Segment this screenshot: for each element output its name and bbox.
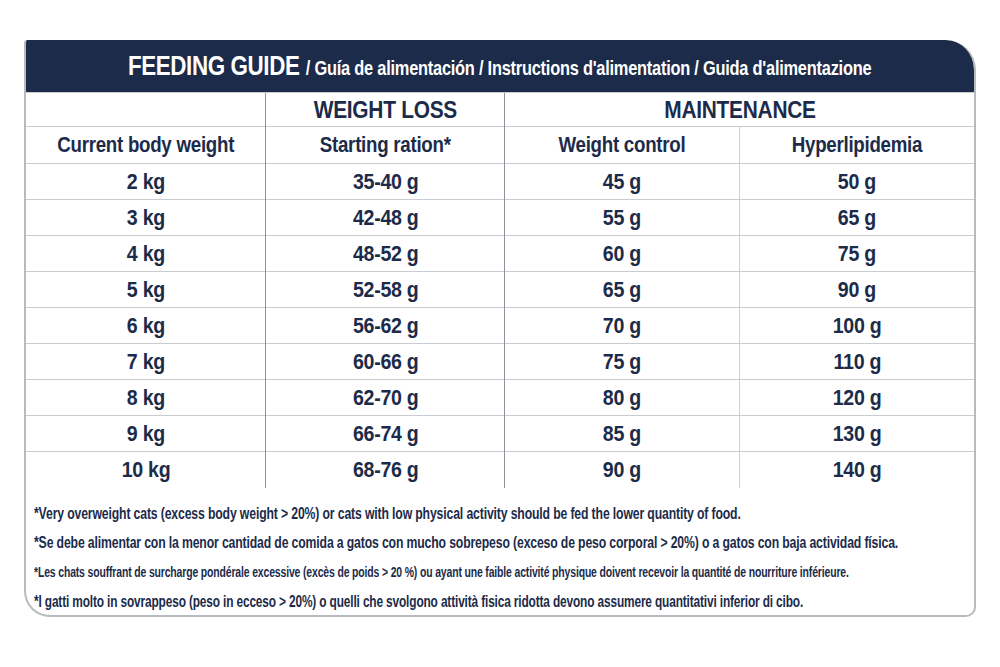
cell-starting-ration: 52-58 g <box>266 272 505 308</box>
cell-body-weight: 5 kg <box>26 272 266 308</box>
column-header-row: Current body weight Starting ration* Wei… <box>26 127 974 164</box>
group-header-weight-loss: WEIGHT LOSS <box>266 93 505 127</box>
group-header-weight-loss-label: WEIGHT LOSS <box>314 96 457 124</box>
group-header-row: WEIGHT LOSS MAINTENANCE <box>26 93 974 127</box>
cell-body-weight: 8 kg <box>26 380 266 416</box>
table-row: 8 kg 62-70 g 80 g 120 g <box>26 380 974 416</box>
cell-starting-ration: 56-62 g <box>266 308 505 344</box>
cell-body-weight: 2 kg <box>26 164 266 200</box>
cell-starting-ration: 66-74 g <box>266 416 505 452</box>
cell-hyperlipidemia: 50 g <box>740 164 974 200</box>
table-row: 3 kg 42-48 g 55 g 65 g <box>26 200 974 236</box>
cell-hyperlipidemia: 110 g <box>740 344 974 380</box>
cell-starting-ration: 60-66 g <box>266 344 505 380</box>
feeding-guide-banner: FEEDING GUIDE / Guía de alimentación / I… <box>26 40 974 92</box>
table-row: 5 kg 52-58 g 65 g 90 g <box>26 272 974 308</box>
column-header-current-body-weight: Current body weight <box>26 127 266 164</box>
table-row: 6 kg 56-62 g 70 g 100 g <box>26 308 974 344</box>
cell-hyperlipidemia: 65 g <box>740 200 974 236</box>
cell-starting-ration: 62-70 g <box>266 380 505 416</box>
cell-weight-control: 65 g <box>505 272 740 308</box>
banner-text-group: FEEDING GUIDE / Guía de alimentación / I… <box>128 50 871 82</box>
footnotes: *Very overweight cats (excess body weigh… <box>26 488 974 617</box>
cell-weight-control: 55 g <box>505 200 740 236</box>
banner-title: FEEDING GUIDE <box>128 50 300 82</box>
footnote-line-es: *Se debe alimentar con la menor cantidad… <box>34 528 968 558</box>
cell-weight-control: 90 g <box>505 452 740 488</box>
cell-hyperlipidemia: 90 g <box>740 272 974 308</box>
cell-body-weight: 10 kg <box>26 452 266 488</box>
cell-hyperlipidemia: 100 g <box>740 308 974 344</box>
cell-hyperlipidemia: 120 g <box>740 380 974 416</box>
column-header-weight-control: Weight control <box>505 127 740 164</box>
cell-body-weight: 7 kg <box>26 344 266 380</box>
cell-weight-control: 70 g <box>505 308 740 344</box>
cell-hyperlipidemia: 130 g <box>740 416 974 452</box>
banner-subtitle: / Guía de alimentación / Instructions d'… <box>306 56 871 80</box>
table-row: 10 kg 68-76 g 90 g 140 g <box>26 452 974 488</box>
cell-weight-control: 85 g <box>505 416 740 452</box>
footnote-line-en: *Very overweight cats (excess body weigh… <box>34 499 968 529</box>
footnote-line-it: *I gatti molto in sovrappeso (peso in ec… <box>34 587 968 617</box>
cell-weight-control: 60 g <box>505 236 740 272</box>
feeding-table-body: 2 kg 35-40 g 45 g 50 g 3 kg 42-48 g 55 g… <box>26 164 974 488</box>
cell-body-weight: 4 kg <box>26 236 266 272</box>
cell-hyperlipidemia: 140 g <box>740 452 974 488</box>
table-row: 2 kg 35-40 g 45 g 50 g <box>26 164 974 200</box>
cell-starting-ration: 48-52 g <box>266 236 505 272</box>
feeding-guide-card: FEEDING GUIDE / Guía de alimentación / I… <box>24 40 976 617</box>
table-row: 4 kg 48-52 g 60 g 75 g <box>26 236 974 272</box>
table-row: 7 kg 60-66 g 75 g 110 g <box>26 344 974 380</box>
cell-starting-ration: 35-40 g <box>266 164 505 200</box>
cell-hyperlipidemia: 75 g <box>740 236 974 272</box>
footnote-line-fr: *Les chats souffrant de surcharge pondér… <box>34 558 968 588</box>
cell-weight-control: 45 g <box>505 164 740 200</box>
page: FEEDING GUIDE / Guía de alimentación / I… <box>0 0 1000 667</box>
group-header-empty <box>26 93 266 127</box>
column-header-starting-ration: Starting ration* <box>266 127 505 164</box>
table-row: 9 kg 66-74 g 85 g 130 g <box>26 416 974 452</box>
cell-body-weight: 3 kg <box>26 200 266 236</box>
feeding-table: WEIGHT LOSS MAINTENANCE Current body wei… <box>26 92 974 488</box>
cell-body-weight: 6 kg <box>26 308 266 344</box>
group-header-maintenance-label: MAINTENANCE <box>664 96 815 124</box>
cell-starting-ration: 42-48 g <box>266 200 505 236</box>
cell-starting-ration: 68-76 g <box>266 452 505 488</box>
column-header-hyperlipidemia: Hyperlipidemia <box>740 127 974 164</box>
group-header-maintenance: MAINTENANCE <box>505 93 974 127</box>
cell-weight-control: 80 g <box>505 380 740 416</box>
cell-weight-control: 75 g <box>505 344 740 380</box>
cell-body-weight: 9 kg <box>26 416 266 452</box>
